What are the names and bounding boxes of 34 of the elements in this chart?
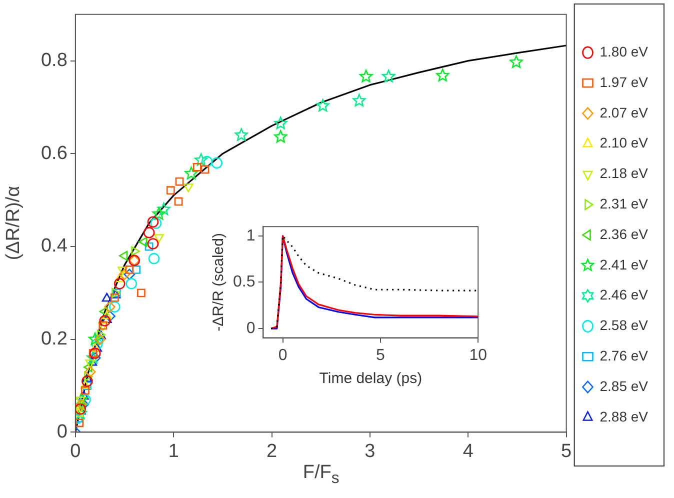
x-axis-title: F/F$_{s}$ xyxy=(302,462,340,488)
y-tick-label: 0.4 xyxy=(40,236,68,257)
y-tick-label: 0 xyxy=(56,421,68,442)
legend-label: 2.85 eV xyxy=(600,378,649,394)
y-tick-label: 0.2 xyxy=(40,328,68,350)
legend-label: 2.58 eV xyxy=(600,317,649,334)
x-tick-label: 1 xyxy=(168,440,179,462)
y-tick-label: 0.5 xyxy=(232,274,256,291)
legend-label: 1.80 eV xyxy=(600,43,649,60)
x-axis-title: Time delay (ps) xyxy=(319,370,422,388)
x-tick-label: 2 xyxy=(266,440,278,462)
x-tick-label: 3 xyxy=(364,440,376,462)
y-axis-title: (ΔR/R)/α xyxy=(3,186,26,260)
y-tick-label: 0.8 xyxy=(40,50,68,72)
y-tick-label: 1 xyxy=(246,227,256,244)
x-tick-label: 10 xyxy=(469,346,488,364)
legend-label: 2.76 eV xyxy=(600,347,649,364)
legend-label: 2.41 eV xyxy=(600,256,649,272)
y-axis-title: -ΔR/R (scaled) xyxy=(210,233,228,332)
x-tick-label: 0 xyxy=(70,440,81,462)
legend-label: 2.10 eV xyxy=(600,134,649,151)
legend-label: 2.18 eV xyxy=(600,165,649,182)
y-tick-label: 0 xyxy=(246,320,256,337)
legend-label: 2.46 eV xyxy=(600,286,649,303)
x-tick-label: 5 xyxy=(561,440,572,462)
legend-label: 1.97 eV xyxy=(600,74,649,90)
legend-label: 2.07 eV xyxy=(600,104,649,120)
y-tick-label: 0.6 xyxy=(40,142,68,164)
x-tick-label: 5 xyxy=(376,346,385,364)
legend-label: 2.31 eV xyxy=(600,195,649,212)
legend-label: 2.36 eV xyxy=(600,226,649,242)
x-tick-label: 0 xyxy=(278,346,288,364)
legend-label: 2.88 eV xyxy=(600,408,649,424)
x-tick-label: 4 xyxy=(462,440,474,462)
